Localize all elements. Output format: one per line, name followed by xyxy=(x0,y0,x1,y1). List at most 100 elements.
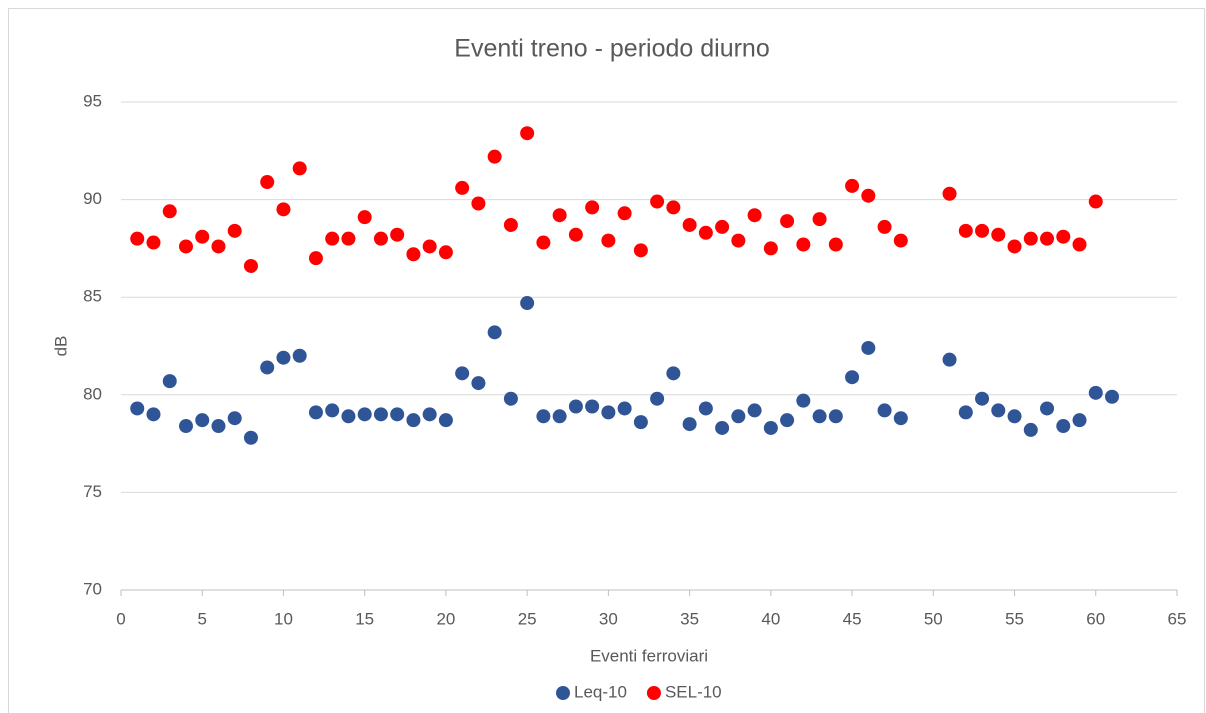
point xyxy=(893,233,908,248)
point xyxy=(601,405,616,420)
point xyxy=(211,419,226,434)
point xyxy=(325,231,340,246)
point xyxy=(731,233,746,248)
point xyxy=(1056,419,1071,434)
point xyxy=(195,413,210,428)
point xyxy=(682,217,697,232)
point xyxy=(357,210,372,225)
point xyxy=(471,376,486,391)
point xyxy=(1072,413,1087,428)
x-tick-label: 30 xyxy=(599,609,618,628)
point xyxy=(195,229,210,244)
point xyxy=(845,370,860,385)
legend-label: Leq-10 xyxy=(574,682,627,701)
point xyxy=(325,403,340,418)
point xyxy=(1023,231,1038,246)
point xyxy=(536,409,551,424)
point xyxy=(731,409,746,424)
point xyxy=(406,247,421,262)
point xyxy=(455,366,470,381)
point xyxy=(828,409,843,424)
point xyxy=(796,393,811,408)
point xyxy=(162,374,177,389)
point xyxy=(958,405,973,420)
y-axis-label: dB xyxy=(51,336,70,357)
point xyxy=(958,223,973,238)
point xyxy=(146,235,161,250)
legend-marker xyxy=(646,686,661,700)
point xyxy=(1023,422,1038,437)
point xyxy=(747,208,762,223)
point xyxy=(341,231,356,246)
point xyxy=(698,401,713,416)
point xyxy=(991,403,1006,418)
y-tick-label: 95 xyxy=(83,91,102,110)
point xyxy=(780,214,795,229)
point xyxy=(1007,239,1022,254)
y-tick-label: 80 xyxy=(83,384,102,403)
point xyxy=(438,413,453,428)
x-axis-label: Eventi ferroviari xyxy=(590,646,708,665)
point xyxy=(552,409,567,424)
point xyxy=(243,430,258,445)
x-tick-label: 55 xyxy=(1005,609,1024,628)
point xyxy=(991,227,1006,242)
point xyxy=(487,325,502,340)
point xyxy=(666,366,681,381)
legend-marker xyxy=(556,686,570,700)
point xyxy=(568,227,583,242)
point xyxy=(568,399,583,414)
point xyxy=(633,415,648,430)
point xyxy=(877,219,892,234)
point xyxy=(747,403,762,418)
point xyxy=(861,188,876,203)
point xyxy=(308,251,323,266)
point xyxy=(211,239,226,254)
point xyxy=(276,350,291,365)
point xyxy=(503,391,518,406)
point xyxy=(1007,409,1022,424)
point xyxy=(292,348,307,363)
point xyxy=(227,223,242,238)
point xyxy=(455,180,470,195)
point xyxy=(585,399,600,414)
point xyxy=(373,407,388,422)
point xyxy=(1040,231,1055,246)
legend-label: SEL-10 xyxy=(665,682,722,701)
point xyxy=(715,219,730,234)
point xyxy=(650,391,665,406)
point xyxy=(1072,237,1087,252)
point xyxy=(536,235,551,250)
y-tick-label: 90 xyxy=(83,189,102,208)
point xyxy=(812,409,827,424)
x-tick-label: 20 xyxy=(436,609,455,628)
point xyxy=(796,237,811,252)
x-tick-label: 40 xyxy=(761,609,780,628)
point xyxy=(942,352,957,367)
point xyxy=(227,411,242,426)
point xyxy=(357,407,372,422)
point xyxy=(162,204,177,219)
point xyxy=(893,411,908,426)
point xyxy=(390,407,405,422)
point xyxy=(308,405,323,420)
point xyxy=(146,407,161,422)
x-tick-label: 35 xyxy=(680,609,699,628)
point xyxy=(585,200,600,215)
point xyxy=(1056,229,1071,244)
point xyxy=(243,258,258,273)
point xyxy=(130,231,145,246)
x-tick-label: 0 xyxy=(116,609,125,628)
point xyxy=(520,296,535,311)
point xyxy=(1088,385,1103,400)
point xyxy=(471,196,486,211)
point xyxy=(438,245,453,260)
y-tick-label: 85 xyxy=(83,287,102,306)
point xyxy=(341,409,356,424)
x-tick-label: 25 xyxy=(518,609,537,628)
point xyxy=(1088,194,1103,209)
point xyxy=(390,227,405,242)
point xyxy=(178,239,193,254)
point xyxy=(812,212,827,227)
point xyxy=(877,403,892,418)
